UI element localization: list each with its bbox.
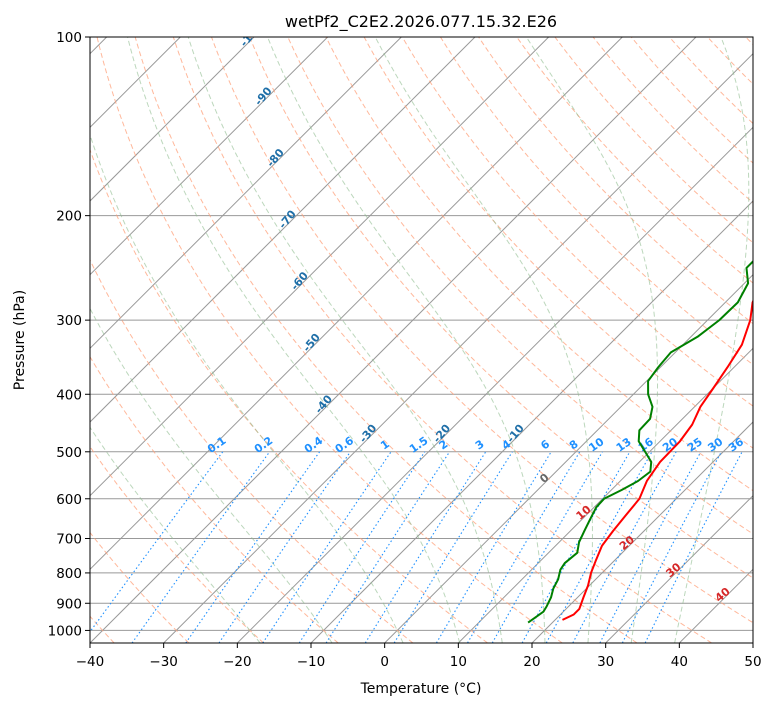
y-tick-label: 500 (56, 445, 82, 461)
y-tick-label: 300 (56, 313, 82, 329)
plot-frame (89, 36, 754, 644)
dry-adiabat (554, 37, 753, 244)
moist-adiabat (90, 426, 261, 643)
moist-adiabats (90, 37, 750, 643)
x-tick-label: 10 (450, 654, 467, 670)
dry-adiabat (90, 148, 488, 643)
y-tick-label: 900 (56, 596, 82, 612)
x-tick-label: 0 (380, 654, 389, 670)
x-tick-label: −30 (149, 654, 178, 670)
isotherm-line (457, 347, 753, 643)
moist-adiabat (90, 133, 404, 643)
mixing-ratio-line (491, 451, 603, 643)
dry-adiabat (211, 37, 753, 624)
mixing-ratio-line (467, 451, 581, 643)
y-tick-label: 200 (56, 209, 82, 225)
moist-adiabat (374, 37, 593, 643)
mixing-ratio-line (545, 451, 653, 643)
y-tick-label: 100 (56, 30, 82, 46)
dry-adiabat (172, 37, 712, 643)
moist-adiabat (187, 37, 503, 643)
dry-adiabat (96, 37, 563, 643)
x-axis-title: Temperature (°C) (360, 681, 482, 697)
dry-adiabat (363, 37, 753, 449)
mixing-ratio-line (435, 451, 552, 643)
x-tick-label: −10 (297, 654, 326, 670)
mixing-ratio-line (131, 451, 271, 643)
y-axis-title: Pressure (hPa) (12, 290, 28, 390)
chart-title: wetPf2_C2E2.2026.077.15.32.E26 (285, 12, 557, 32)
dewpoint-profile (527, 176, 753, 624)
dry-adiabat (90, 355, 339, 643)
y-tick-label: 600 (56, 492, 82, 508)
dry-adiabat (592, 37, 753, 204)
x-tick-label: 30 (597, 654, 614, 670)
y-tick-label: 800 (56, 566, 82, 582)
x-tick-label: −40 (76, 654, 105, 670)
dry-adiabat (90, 531, 190, 643)
moist-adiabat (674, 37, 750, 643)
isotherm-line (90, 37, 623, 571)
x-tick-label: 50 (744, 654, 761, 670)
x-tick-label: 40 (671, 654, 688, 670)
plot-area: 0.10.20.40.611.52346810131620253036-100-… (90, 37, 753, 643)
isotherm-line (90, 37, 550, 497)
isotherm-line (90, 37, 476, 423)
isobar-gridlines (90, 37, 753, 631)
isotherm-line (90, 37, 402, 350)
dry-adiabat (134, 37, 638, 643)
dry-adiabat (249, 37, 753, 579)
isotherm-line (384, 273, 753, 643)
mixing-ratio-line (325, 451, 451, 643)
y-axis: 100 200 300 400 500 600 700 800 900 1000 (48, 30, 90, 639)
isotherm-line (90, 37, 329, 276)
dry-adiabats (90, 37, 753, 643)
mixing-ratio-line (393, 451, 513, 643)
moist-adiabat (267, 37, 546, 643)
mixing-ratio-line (185, 451, 321, 643)
mixing-ratio-line (364, 451, 487, 643)
mixing-ratio-lines (90, 451, 743, 643)
mixing-ratio-line (521, 451, 631, 643)
moist-adiabat (90, 307, 333, 643)
dry-adiabat (90, 258, 414, 643)
x-tick-label: −20 (223, 654, 252, 670)
dry-adiabat (440, 37, 753, 366)
isotherm-line (163, 52, 753, 643)
y-tick-label: 700 (56, 532, 82, 548)
x-tick-label: 20 (523, 654, 540, 670)
isotherm-lines (90, 37, 753, 643)
y-tick-label: 1000 (48, 623, 82, 639)
moist-adiabat (525, 37, 659, 643)
isotherm-line (236, 126, 753, 643)
mixing-ratio-line (218, 451, 351, 643)
dry-adiabat (287, 37, 753, 535)
moist-adiabat (127, 37, 461, 643)
y-tick-label: 400 (56, 387, 82, 403)
isotherm-line (90, 37, 255, 202)
dry-adiabat (401, 37, 753, 407)
isotherm-line (90, 37, 697, 643)
isotherm-line (605, 494, 753, 643)
temperature-profile (562, 299, 753, 621)
isotherm-line (531, 421, 753, 643)
dry-adiabat (325, 37, 753, 492)
mixing-ratio-line (572, 451, 677, 643)
dry-adiabat (478, 37, 753, 325)
profile-series (527, 176, 753, 624)
x-axis: −40 −30 −20 −10 0 10 20 30 40 50 (76, 643, 762, 670)
